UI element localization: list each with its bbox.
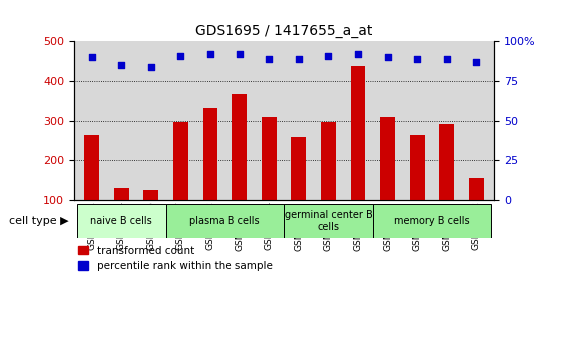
Point <box>472 59 481 65</box>
Text: germinal center B
cells: germinal center B cells <box>285 210 372 231</box>
Bar <box>77 204 166 238</box>
Bar <box>166 204 284 238</box>
Point <box>294 56 303 62</box>
Bar <box>262 117 277 200</box>
Bar <box>469 178 484 200</box>
Point <box>235 51 244 57</box>
Point <box>353 51 362 57</box>
Bar <box>440 124 454 200</box>
Legend: transformed count, percentile rank within the sample: transformed count, percentile rank withi… <box>74 241 277 275</box>
Point <box>265 56 274 62</box>
Bar <box>173 122 188 200</box>
Bar <box>350 66 365 200</box>
Text: memory B cells: memory B cells <box>394 216 470 226</box>
Text: plasma B cells: plasma B cells <box>190 216 260 226</box>
Point <box>176 53 185 58</box>
Point <box>206 51 215 57</box>
Point <box>116 62 126 68</box>
Bar <box>232 94 247 200</box>
Point <box>383 55 392 60</box>
Bar <box>380 117 395 200</box>
Bar <box>284 204 373 238</box>
Bar <box>84 135 99 200</box>
Bar <box>114 188 128 200</box>
Point <box>87 55 96 60</box>
Text: naive B cells: naive B cells <box>90 216 152 226</box>
Point <box>324 53 333 58</box>
Point <box>146 64 155 70</box>
Bar <box>203 108 218 200</box>
Bar <box>373 204 491 238</box>
Bar <box>410 135 425 200</box>
Point <box>442 56 452 62</box>
Bar <box>291 137 306 200</box>
Title: GDS1695 / 1417655_a_at: GDS1695 / 1417655_a_at <box>195 23 373 38</box>
Bar <box>321 122 336 200</box>
Text: cell type ▶: cell type ▶ <box>9 216 68 226</box>
Point <box>413 56 422 62</box>
Bar <box>143 190 158 200</box>
